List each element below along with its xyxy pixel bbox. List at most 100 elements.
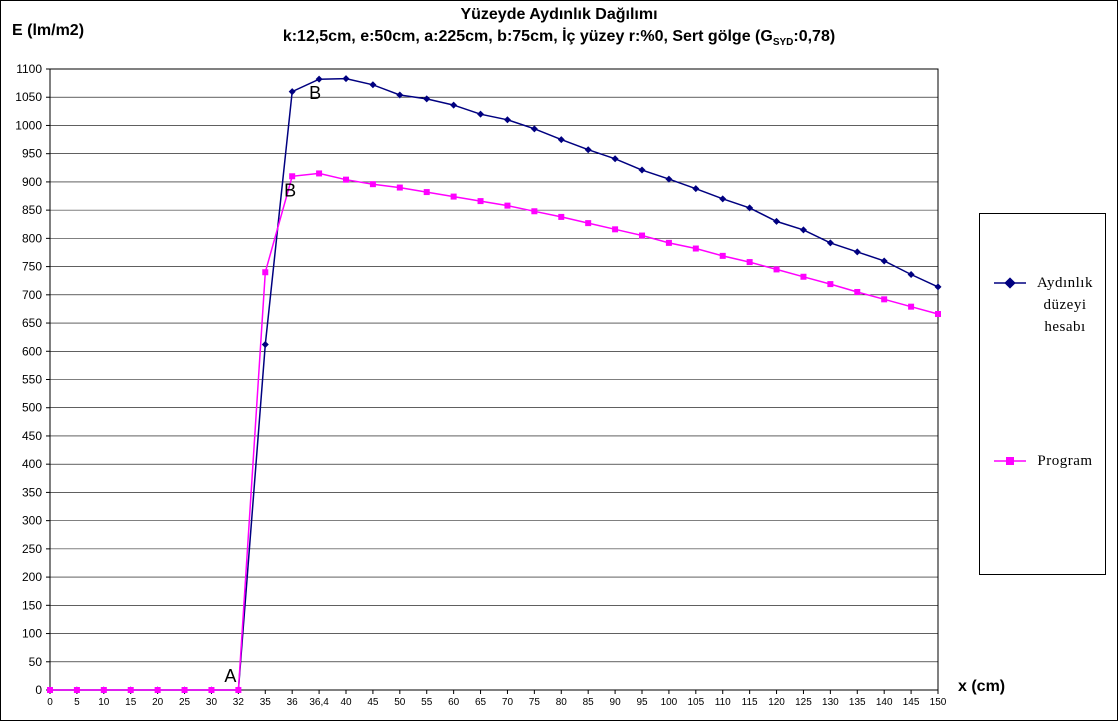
x-tick-label: 60 <box>448 697 460 708</box>
y-tick-label: 950 <box>22 147 42 161</box>
series-0-point <box>423 95 431 103</box>
series-1-point <box>100 687 107 693</box>
y-tick-label: 900 <box>22 175 42 189</box>
chart-subtitle: k:12,5cm, e:50cm, a:225cm, b:75cm, İç yü… <box>0 28 1118 48</box>
series-0-point <box>477 110 485 118</box>
x-tick-label: 55 <box>421 697 433 708</box>
series-1-point <box>154 687 161 693</box>
series-1-point <box>881 296 888 303</box>
series-0-point <box>665 175 673 183</box>
y-tick-label: 1000 <box>15 118 42 132</box>
y-tick-label: 200 <box>22 570 42 584</box>
series-0-point <box>746 204 754 212</box>
y-tick-label: 600 <box>22 344 42 358</box>
chart-title: Yüzeyde Aydınlık Dağılımı <box>460 6 658 23</box>
x-tick-label: 140 <box>876 697 893 708</box>
x-tick-label: 70 <box>502 697 514 708</box>
series-0-point <box>853 248 861 256</box>
x-tick-label: 115 <box>742 697 758 708</box>
y-tick-label: 250 <box>22 542 42 556</box>
series-1-point <box>585 220 592 227</box>
series-1-point <box>692 245 699 252</box>
series-1-point <box>450 193 457 200</box>
x-tick-label: 150 <box>930 697 947 708</box>
series-1-point <box>423 189 430 196</box>
annotation-a: A <box>224 666 236 686</box>
series-0-point <box>773 217 781 225</box>
series-0-point <box>826 239 834 247</box>
x-tick-label: 135 <box>849 697 866 708</box>
x-tick-label: 90 <box>610 697 622 708</box>
y-tick-label: 650 <box>22 316 42 330</box>
y-tick-label: 550 <box>22 373 42 387</box>
series-0-point <box>369 81 377 89</box>
y-tick-label: 1050 <box>15 90 42 104</box>
legend: Aydınlık düzeyi hesabı Program <box>979 213 1106 575</box>
series-1-point <box>800 273 807 280</box>
x-tick-label: 50 <box>394 697 406 708</box>
series-line-1 <box>50 172 939 691</box>
series-0-point <box>907 270 915 278</box>
y-tick-label: 750 <box>22 260 42 274</box>
series-1-point <box>127 687 134 693</box>
series-0-point <box>261 340 269 348</box>
series-1-point <box>369 181 376 188</box>
y-tick-label: 450 <box>22 429 42 443</box>
series-1-point <box>235 687 242 693</box>
x-tick-label: 105 <box>687 697 704 708</box>
series-1-point <box>73 687 80 693</box>
series-0-point <box>503 116 511 124</box>
series-0-point <box>692 185 700 193</box>
series-0-point <box>719 195 727 203</box>
x-tick-label: 95 <box>636 697 648 708</box>
x-tick-label: 36,4 <box>309 697 329 708</box>
y-tick-label: 400 <box>22 457 42 471</box>
series-0-point <box>799 226 807 234</box>
x-tick-label: 30 <box>206 697 218 708</box>
x-tick-label: 110 <box>715 697 731 708</box>
series-0-point <box>288 88 296 96</box>
legend-label-program: Program <box>1037 453 1093 469</box>
x-tick-label: 125 <box>795 697 812 708</box>
y-tick-label: 300 <box>22 514 42 528</box>
series-1-point <box>773 266 780 273</box>
x-tick-label: 45 <box>367 697 379 708</box>
legend-label-hesap: Aydınlık düzeyi hesabı <box>1037 275 1093 335</box>
series-1-point <box>343 176 349 183</box>
legend-swatch-program <box>992 450 1028 472</box>
series-1-point <box>612 226 619 233</box>
series-1-point <box>827 281 834 288</box>
series-1-point <box>746 259 753 266</box>
series-1-point <box>289 173 296 180</box>
x-tick-label: 80 <box>556 697 568 708</box>
series-1-point <box>396 184 403 191</box>
subtitle-tail: :0,78) <box>793 28 836 45</box>
x-tick-label: 40 <box>340 697 352 708</box>
series-1-point <box>935 311 941 318</box>
y-tick-label: 50 <box>29 655 43 669</box>
y-axis-label: E (lm/m2) <box>12 22 85 39</box>
legend-item-hesap: Aydınlık düzeyi hesabı <box>992 272 1100 338</box>
series-1-point <box>208 687 215 693</box>
series-1-point <box>181 687 188 693</box>
series-0-point <box>530 125 538 133</box>
x-tick-label: 145 <box>903 697 920 708</box>
x-tick-label: 15 <box>125 697 137 708</box>
y-tick-label: 700 <box>22 288 42 302</box>
annotation-b: B <box>309 83 321 103</box>
series-1-point <box>558 213 565 220</box>
y-tick-label: 1100 <box>16 62 42 76</box>
y-tick-label: 800 <box>22 231 42 245</box>
series-0-point <box>611 155 619 163</box>
series-1-point <box>47 687 53 693</box>
series-0-point <box>450 101 458 109</box>
series-1-point <box>908 303 915 310</box>
series-0-point <box>638 166 646 174</box>
x-tick-label: 130 <box>822 697 839 708</box>
x-tick-label: 0 <box>47 697 53 708</box>
x-axis-label: x (cm) <box>958 678 1006 695</box>
y-tick-label: 500 <box>22 401 42 415</box>
x-tick-label: 5 <box>74 697 80 708</box>
series-1-point <box>477 198 484 205</box>
